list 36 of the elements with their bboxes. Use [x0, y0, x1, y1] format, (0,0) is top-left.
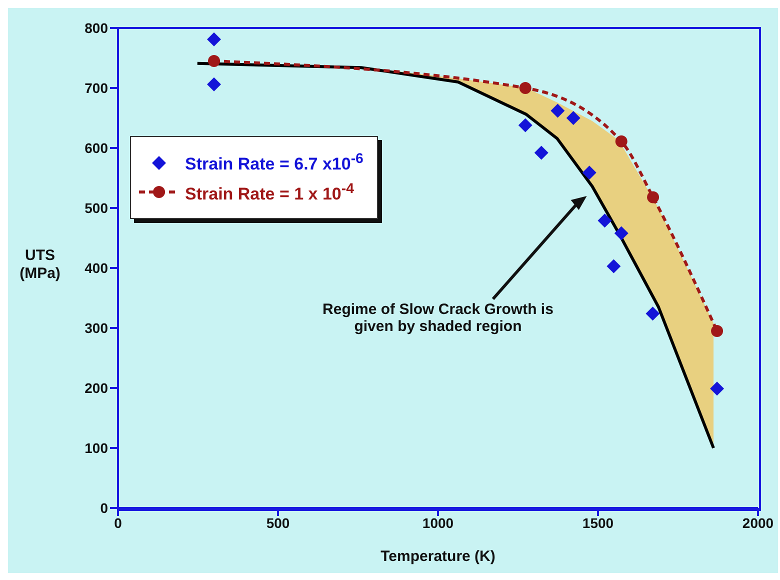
y-tick-label: 100 [84, 440, 108, 456]
y-tick-label: 800 [84, 20, 108, 36]
point [606, 259, 621, 274]
y-tick-label: 400 [84, 260, 108, 276]
point [615, 135, 628, 148]
y-tick-label: 500 [84, 200, 108, 216]
point [208, 55, 220, 67]
x-tick-label: 2000 [742, 514, 774, 531]
point [614, 226, 628, 240]
legend-label: Strain Rate = 6.7 x10$^{-6}$ [185, 151, 364, 175]
y-tick-label: 0 [100, 500, 108, 516]
point [647, 191, 660, 204]
y-tick-label: 600 [84, 140, 108, 156]
point [646, 306, 660, 321]
x-tick-label: 1500 [582, 514, 614, 531]
x-tick-label: 500 [266, 514, 290, 531]
point [566, 111, 580, 125]
legend-label: Strain Rate = 1 x 10$^{-4}$ [185, 180, 354, 204]
point [534, 146, 548, 160]
x-tick-label: 1000 [422, 514, 454, 531]
point [710, 382, 724, 396]
y-tick-label: 700 [84, 80, 108, 96]
point [519, 82, 532, 94]
x-tick-label: 0 [114, 514, 122, 531]
point [582, 166, 596, 180]
y-tick-label: 300 [84, 320, 108, 336]
point [207, 77, 221, 92]
point [207, 32, 221, 46]
y-axis-title: UTS (MPa) [20, 247, 60, 282]
annotation: Regime of Slow Crack Growth is given by shaded region [322, 301, 554, 335]
x-axis-title: Temperature (K) [380, 548, 496, 565]
point [598, 214, 612, 228]
point [711, 325, 724, 337]
point [550, 104, 565, 118]
point [518, 118, 532, 132]
y-tick-label: 200 [84, 380, 108, 396]
